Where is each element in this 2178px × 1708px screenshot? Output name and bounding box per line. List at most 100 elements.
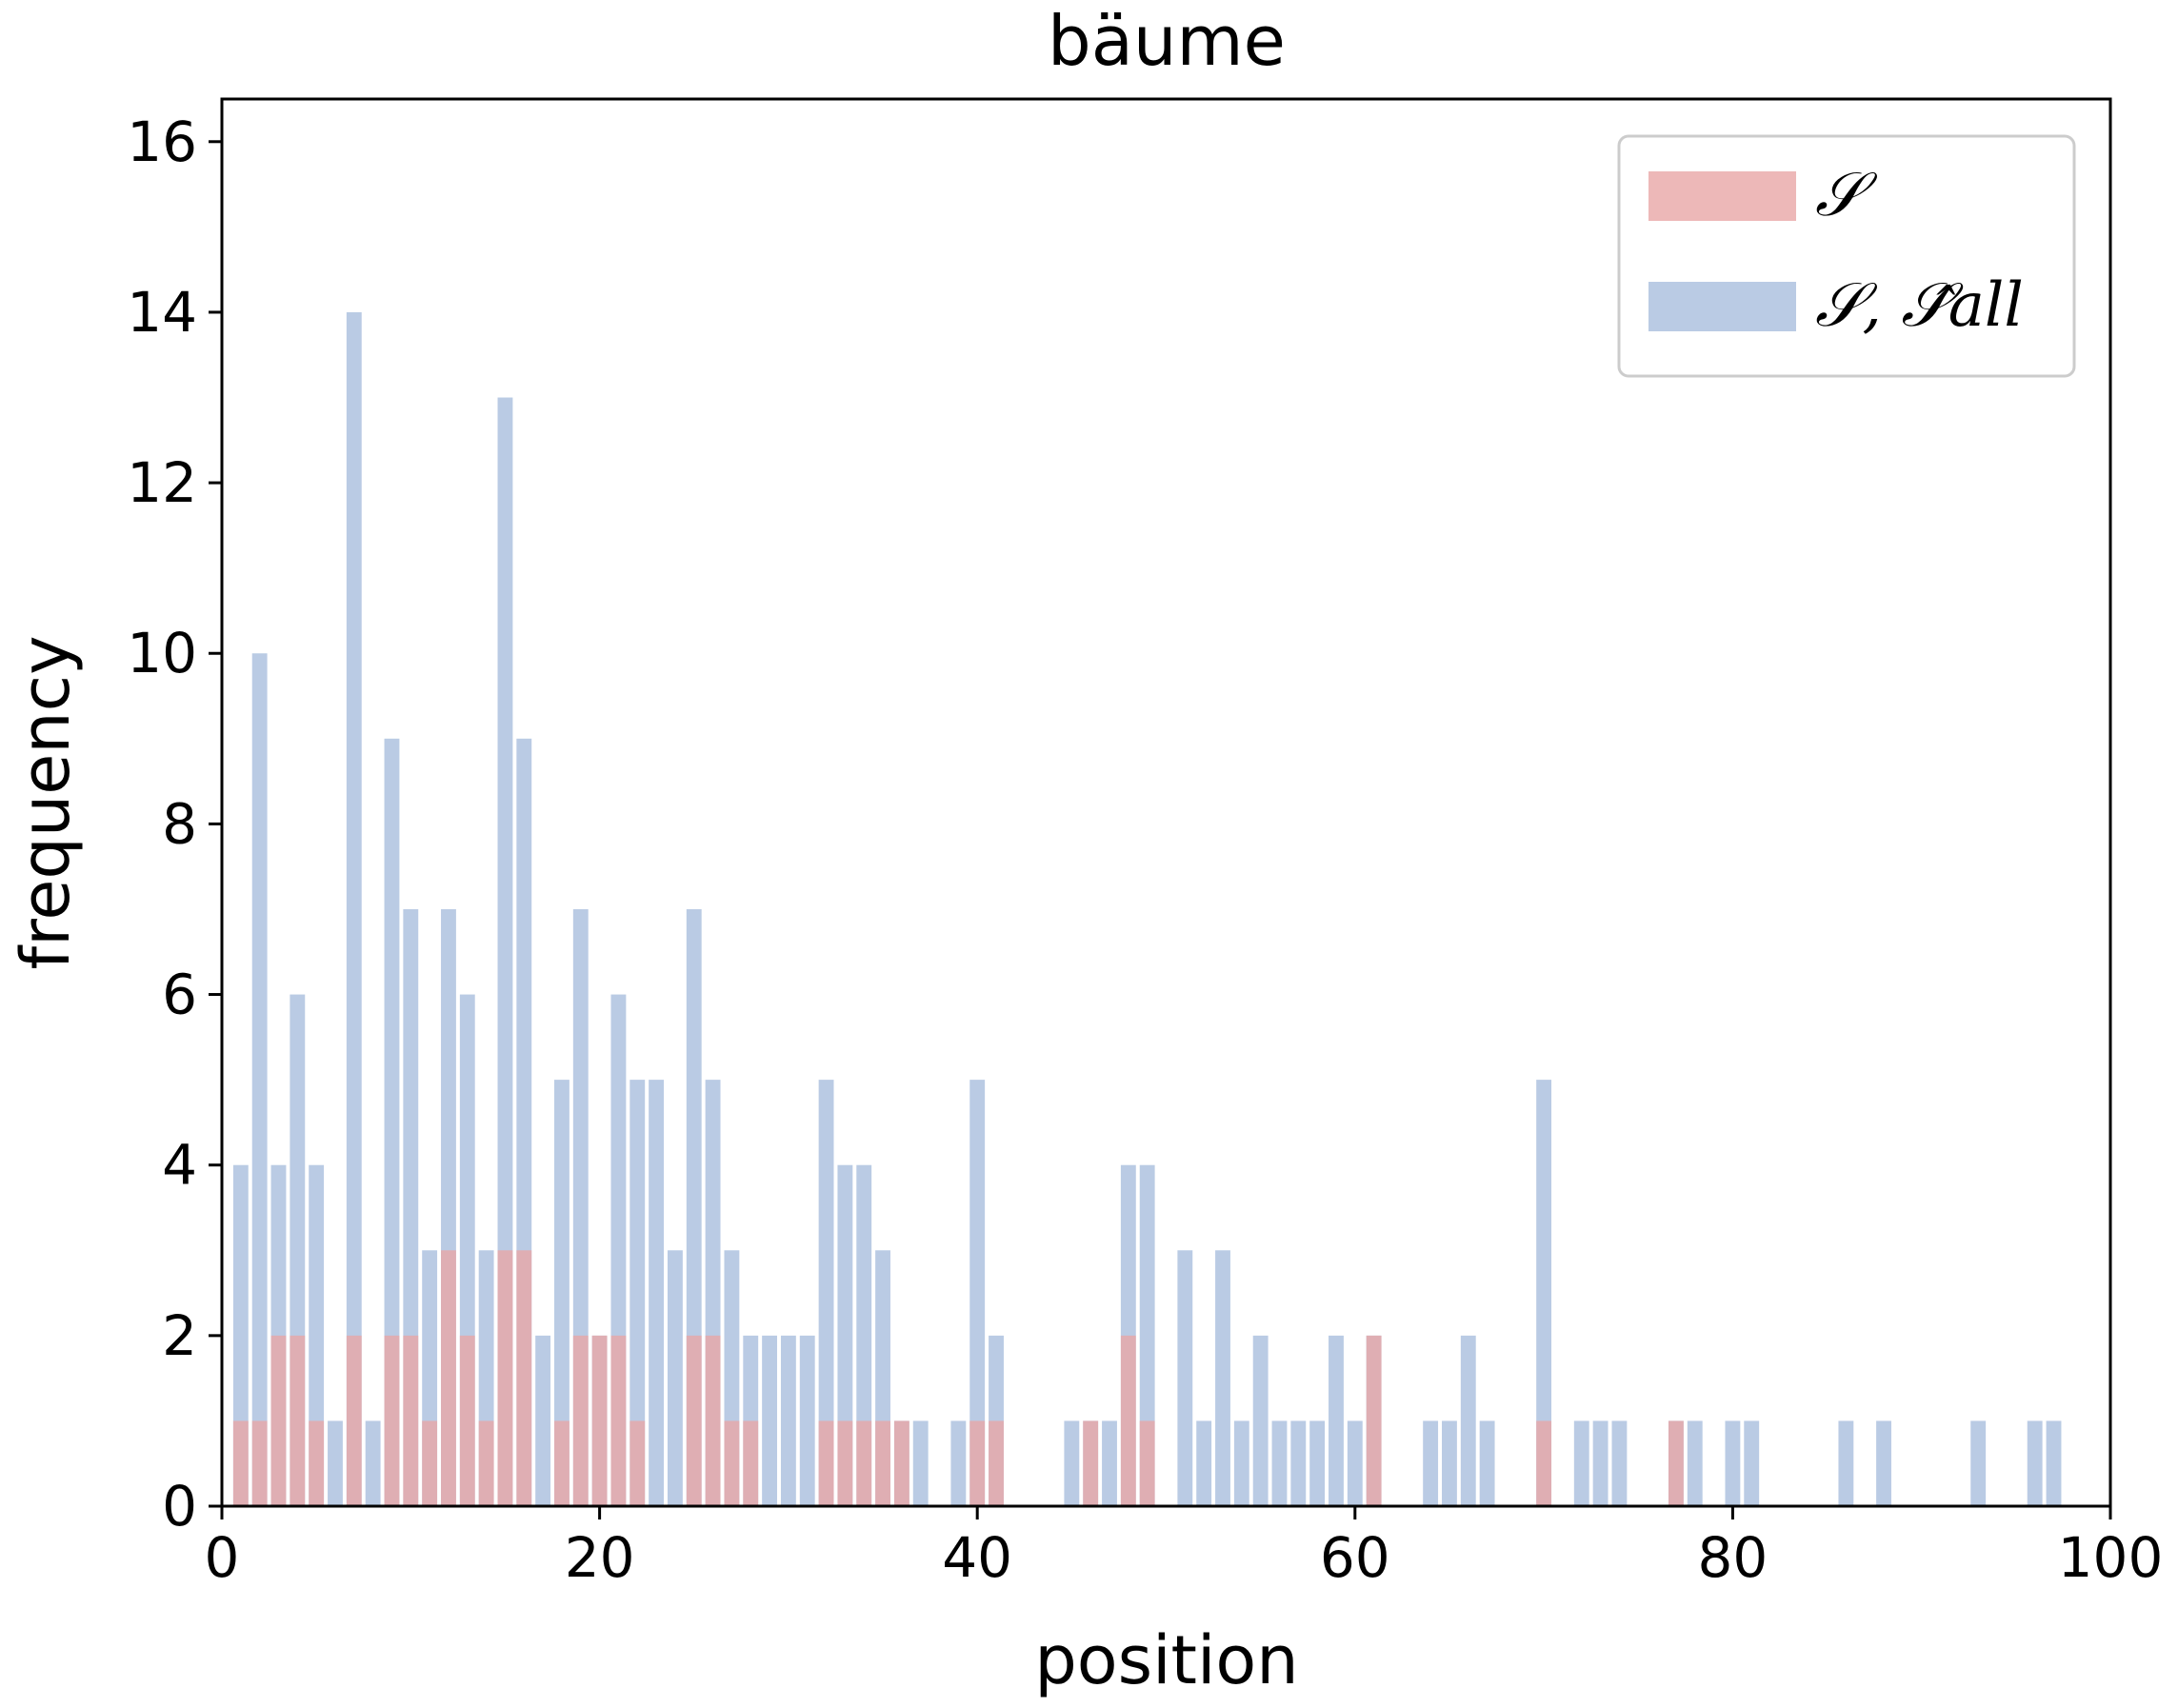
series-s-bar	[1668, 1420, 1684, 1506]
series-s-bar	[724, 1420, 740, 1506]
series-s-bar	[1366, 1335, 1382, 1506]
series-s-bar	[989, 1420, 1004, 1506]
series-s-bars	[232, 1250, 1684, 1506]
y-tick-label: 4	[162, 1133, 197, 1198]
series-s-bar	[572, 1335, 589, 1506]
series-s-bar	[422, 1420, 438, 1506]
series-s-all-bar	[1838, 1420, 1854, 1506]
series-s-bar	[591, 1335, 608, 1506]
series-s-all-bar	[1290, 1420, 1307, 1506]
x-tick-label: 60	[1320, 1525, 1390, 1590]
series-s-all-bar	[1592, 1420, 1609, 1506]
series-s-all-bar	[1233, 1420, 1249, 1506]
series-s-bar	[629, 1420, 646, 1506]
series-s-bar	[837, 1420, 853, 1506]
series-s-bar	[516, 1250, 532, 1506]
series-s-all-bar	[384, 738, 400, 1506]
series-s-all-bar	[1460, 1335, 1476, 1506]
series-s-all-bar	[497, 397, 513, 1506]
series-s-all-bar	[1442, 1420, 1457, 1506]
y-axis: 0 2 4 6 8 10 12 14 16	[127, 109, 222, 1539]
series-s-all-bar	[1102, 1420, 1117, 1506]
x-tick-label: 80	[1697, 1525, 1768, 1590]
x-tick-label: 20	[565, 1525, 635, 1590]
series-s-bar	[818, 1420, 834, 1506]
series-s-bar	[497, 1250, 513, 1506]
series-s-all-bar	[554, 1080, 569, 1506]
y-tick-label: 10	[127, 621, 197, 685]
series-s-all-bar	[2046, 1420, 2062, 1506]
x-tick-label: 100	[2058, 1525, 2164, 1590]
series-s-all-bar	[346, 311, 362, 1507]
series-s-all-bar	[818, 1080, 834, 1506]
series-s-all-bar	[1744, 1420, 1760, 1506]
series-s-all-bar	[2027, 1420, 2043, 1506]
series-s-all-bar	[328, 1420, 343, 1506]
y-tick-label: 16	[127, 109, 197, 174]
series-s-bar	[743, 1420, 759, 1506]
series-s-bar	[875, 1420, 890, 1506]
series-s-all-bar	[365, 1420, 381, 1506]
series-s-all-bar	[667, 1250, 683, 1506]
legend-swatch-s	[1648, 171, 1796, 221]
series-s-bar	[554, 1420, 569, 1506]
series-s-bar	[686, 1335, 702, 1506]
legend-label-s-all: 𝒮, 𝒮̂all	[1815, 270, 2024, 341]
series-s-all-bar	[1329, 1335, 1344, 1506]
series-s-all-bar	[969, 1080, 986, 1506]
series-s-all-bar	[1423, 1420, 1439, 1506]
legend: 𝒮 𝒮, 𝒮̂all	[1617, 134, 2076, 378]
y-tick-label: 6	[162, 963, 197, 1027]
x-tick-label: 0	[205, 1525, 240, 1590]
series-s-bar	[1120, 1335, 1136, 1506]
series-s-bar	[478, 1420, 494, 1506]
series-s-all-bar	[1196, 1420, 1212, 1506]
series-s-all-bar	[535, 1335, 551, 1506]
series-s-all-bar	[1215, 1250, 1230, 1506]
series-s-all-bar	[1064, 1420, 1080, 1506]
series-s-all-bar	[780, 1335, 796, 1506]
series-s-bar	[1536, 1420, 1552, 1506]
x-tick-label: 40	[942, 1525, 1012, 1590]
series-s-all-bar	[1970, 1420, 1987, 1506]
x-axis-label: position	[1034, 1621, 1298, 1699]
series-s-all-bar	[762, 1335, 777, 1506]
series-s-bar	[856, 1420, 872, 1506]
series-s-all-bar	[912, 1420, 929, 1506]
series-s-bar	[610, 1335, 627, 1506]
series-s-all-bar	[1479, 1420, 1495, 1506]
y-tick-label: 8	[162, 791, 197, 856]
series-s-bar	[346, 1335, 362, 1506]
series-s-bar	[1083, 1420, 1099, 1506]
series-s-bar	[232, 1420, 249, 1506]
series-s-all-bar	[1177, 1250, 1193, 1506]
series-s-all-bar	[1725, 1420, 1741, 1506]
series-s-all-bar	[950, 1420, 967, 1506]
y-tick-label: 14	[127, 280, 197, 345]
series-s-all-bar	[649, 1080, 665, 1506]
series-s-all-bar	[251, 653, 268, 1506]
series-s-bar	[459, 1335, 475, 1506]
series-s-bar	[270, 1335, 287, 1506]
x-axis: 0 20 40 60 80 100	[205, 1506, 2164, 1590]
series-s-all-bar	[1271, 1420, 1288, 1506]
series-s-all-bar	[1309, 1420, 1326, 1506]
series-s-bar	[969, 1420, 986, 1506]
series-s-bar	[403, 1335, 419, 1506]
y-axis-label: frequency	[7, 635, 85, 969]
series-s-bar	[893, 1420, 909, 1506]
legend-swatch-s-all	[1648, 282, 1796, 331]
series-s-all-bar	[1536, 1080, 1552, 1506]
series-s-all-bar	[1573, 1420, 1589, 1506]
y-tick-label: 12	[127, 450, 197, 515]
y-tick-label: 0	[162, 1474, 197, 1539]
series-s-bar	[384, 1335, 400, 1506]
series-s-bar	[1139, 1420, 1155, 1506]
series-s-all-bar	[1876, 1420, 1891, 1506]
series-s-all-bar	[799, 1335, 815, 1506]
series-s-bar	[705, 1335, 721, 1506]
series-s-bar	[290, 1335, 306, 1506]
series-s-all-bar	[629, 1080, 646, 1506]
series-s-bar	[309, 1420, 325, 1506]
